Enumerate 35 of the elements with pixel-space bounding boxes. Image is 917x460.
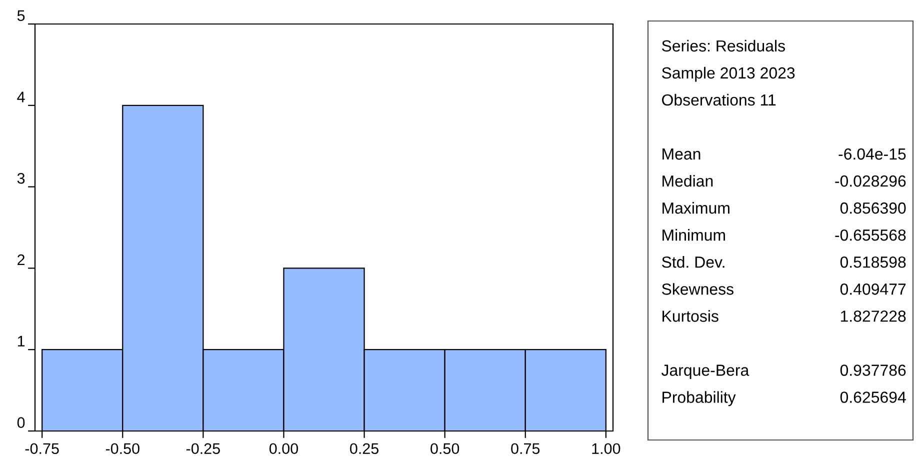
- text: Mean: [662, 148, 700, 160]
- text: Skewness: [662, 283, 734, 295]
- text: -0.028296: [835, 175, 906, 187]
- x-tick-label: 0.25: [350, 443, 378, 454]
- y-tick-label: 5: [17, 10, 25, 21]
- x-tick-label: -0.75: [25, 443, 59, 454]
- x-tick-label: 1.00: [592, 443, 620, 454]
- text: Observations 11: [662, 94, 776, 106]
- x-tick-label: -0.50: [106, 443, 140, 454]
- text: Kurtosis: [662, 310, 718, 322]
- text: Probability: [662, 391, 736, 406]
- text: Jarque-Bera: [662, 364, 750, 380]
- text: 0.937786: [840, 364, 906, 376]
- text: 0.625694: [840, 392, 906, 403]
- text: Minimum: [662, 229, 725, 241]
- x-tick-label: 0.75: [511, 443, 540, 454]
- text: -6.04e-15: [838, 148, 906, 160]
- text: 1.827228: [840, 310, 906, 322]
- text: Sample 2013 2023: [662, 66, 795, 82]
- y-tick-label: 1: [18, 336, 25, 346]
- x-tick-label: 0.50: [430, 443, 460, 454]
- text: 0.518598: [840, 256, 906, 268]
- text: Median: [662, 174, 713, 187]
- x-tick-label: 0.00: [269, 443, 298, 454]
- text: -0.655568: [835, 229, 906, 241]
- y-tick-label: 2: [18, 254, 25, 266]
- text: Series: Residuals: [662, 40, 785, 52]
- text: 0.856390: [840, 202, 906, 214]
- y-tick-label: 0: [17, 417, 25, 428]
- y-tick-label: 3: [17, 172, 25, 184]
- text: Maximum: [662, 202, 730, 214]
- x-tick-label: -0.25: [186, 443, 220, 454]
- text: Std. Dev.: [662, 256, 724, 268]
- y-tick-label: 4: [17, 92, 25, 102]
- text: 0.409477: [840, 284, 906, 295]
